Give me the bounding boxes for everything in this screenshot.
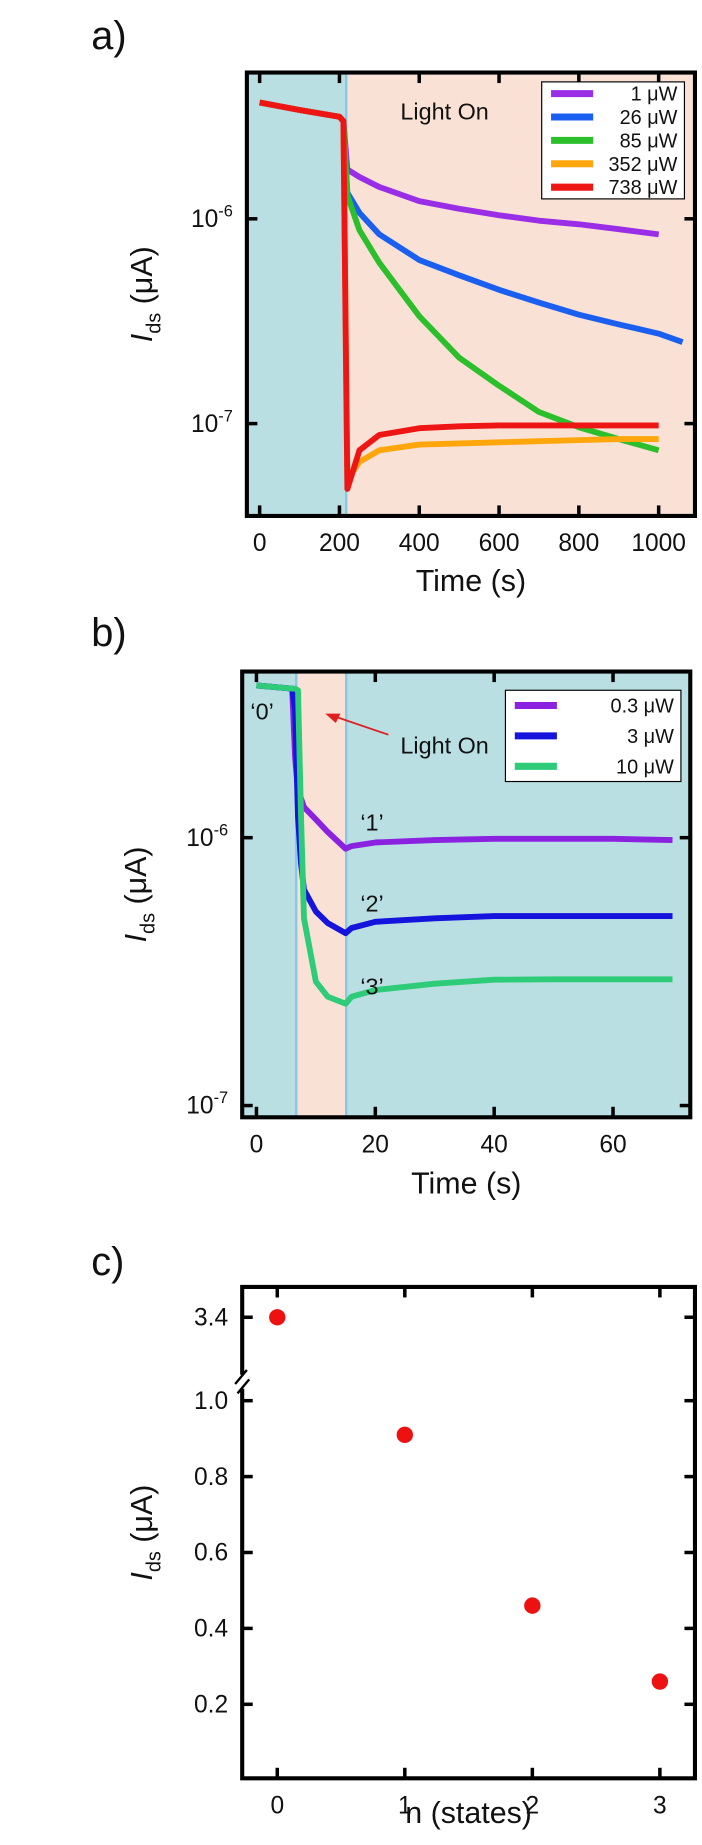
annotation: ‘1’ [360,810,383,836]
plot-frame [240,669,693,1120]
label-symbol: I [119,933,153,942]
label-unit: (μA) [125,246,159,312]
series-line [256,682,673,937]
y-axis-label: Ids (μA) [125,246,165,342]
x-tick-label: 0 [270,1792,284,1819]
panel-label: a) [91,14,126,58]
x-tick-label: 1000 [631,530,686,557]
x-axis-label: Time (s) [416,564,526,598]
x-tick-label: 60 [599,1131,626,1158]
label-unit: (μA) [125,1485,159,1552]
x-tick-label: 600 [479,530,520,557]
tick-base: 10 [186,825,213,852]
annotation: ‘0’ [250,699,273,725]
label-unit: (μA) [119,846,153,913]
legend-label: 738 μW [609,177,678,199]
plot-frame [240,1284,698,1781]
legend-label: 26 μW [620,107,678,129]
label-symbol: I [125,1572,159,1581]
x-tick-label: 1 [398,1792,412,1819]
legend-label: 10 μW [616,756,674,778]
point [651,1673,669,1690]
y-tick-label: 10-6 [191,202,233,233]
tick-exponent: -6 [218,202,233,220]
y-tick-label: 0.8 [194,1464,228,1491]
series-line [256,682,673,1007]
series-line [259,99,659,492]
y-tick-label: 0.6 [194,1540,228,1567]
x-tick-label: 400 [399,530,440,557]
panel-label: b) [91,611,126,655]
annotation: Light On [400,98,488,124]
tick-base: 10 [186,1093,213,1120]
y-tick-label: 0.4 [194,1616,228,1643]
x-tick-label: 20 [362,1131,389,1158]
label-subscript: ds [143,313,165,334]
x-tick-label: 2 [526,1792,540,1819]
tick-base: 10 [191,206,218,233]
axis-break-gap [237,1374,247,1389]
annotation: ‘3’ [360,973,383,999]
y-tick-label: 10-7 [191,407,233,438]
annotation-arrow [333,715,389,736]
legend-label: 352 μW [609,154,678,176]
y-tick-label: 3.4 [194,1304,228,1331]
x-tick-label: 0 [250,1131,264,1158]
x-tick-label: 3 [653,1792,667,1819]
plot-frame [244,70,698,518]
x-axis-label: n (states) [405,1796,532,1830]
shaded-region [245,71,348,518]
shaded-region [241,670,298,1119]
tick-base: 10 [191,411,218,438]
y-tick-label: 1.0 [194,1388,228,1415]
point [269,1309,286,1326]
tick-exponent: -6 [214,821,229,839]
point [396,1426,413,1444]
y-tick-label: 10-7 [186,1089,228,1120]
annotation: ‘2’ [360,890,383,916]
x-tick-label: 0 [253,530,267,557]
label-subscript: ds [143,1551,165,1572]
x-tick-label: 40 [481,1131,508,1158]
x-tick-label: 200 [319,530,360,557]
x-tick-label: 800 [558,530,599,557]
tick-exponent: -7 [218,407,233,425]
label-subscript: ds [137,913,159,934]
tick-exponent: -7 [214,1089,229,1107]
legend-label: 3 μW [627,726,674,748]
y-tick-label: 10-6 [186,821,228,852]
y-axis-label: Ids (μA) [125,1485,165,1581]
y-tick-label: 0.2 [194,1691,228,1718]
annotation-arrowhead [325,713,341,724]
legend-label: 0.3 μW [611,695,675,717]
panel-label: c) [91,1240,124,1284]
axis-break [234,1369,248,1385]
legend-label: 85 μW [620,130,678,152]
label-symbol: I [125,333,159,342]
legend-label: 1 μW [631,84,678,106]
x-axis-label: Time (s) [411,1166,521,1200]
y-axis-label: Ids (μA) [119,846,159,942]
annotation: Light On [400,732,488,758]
point [524,1597,541,1614]
axis-break [236,1378,251,1395]
